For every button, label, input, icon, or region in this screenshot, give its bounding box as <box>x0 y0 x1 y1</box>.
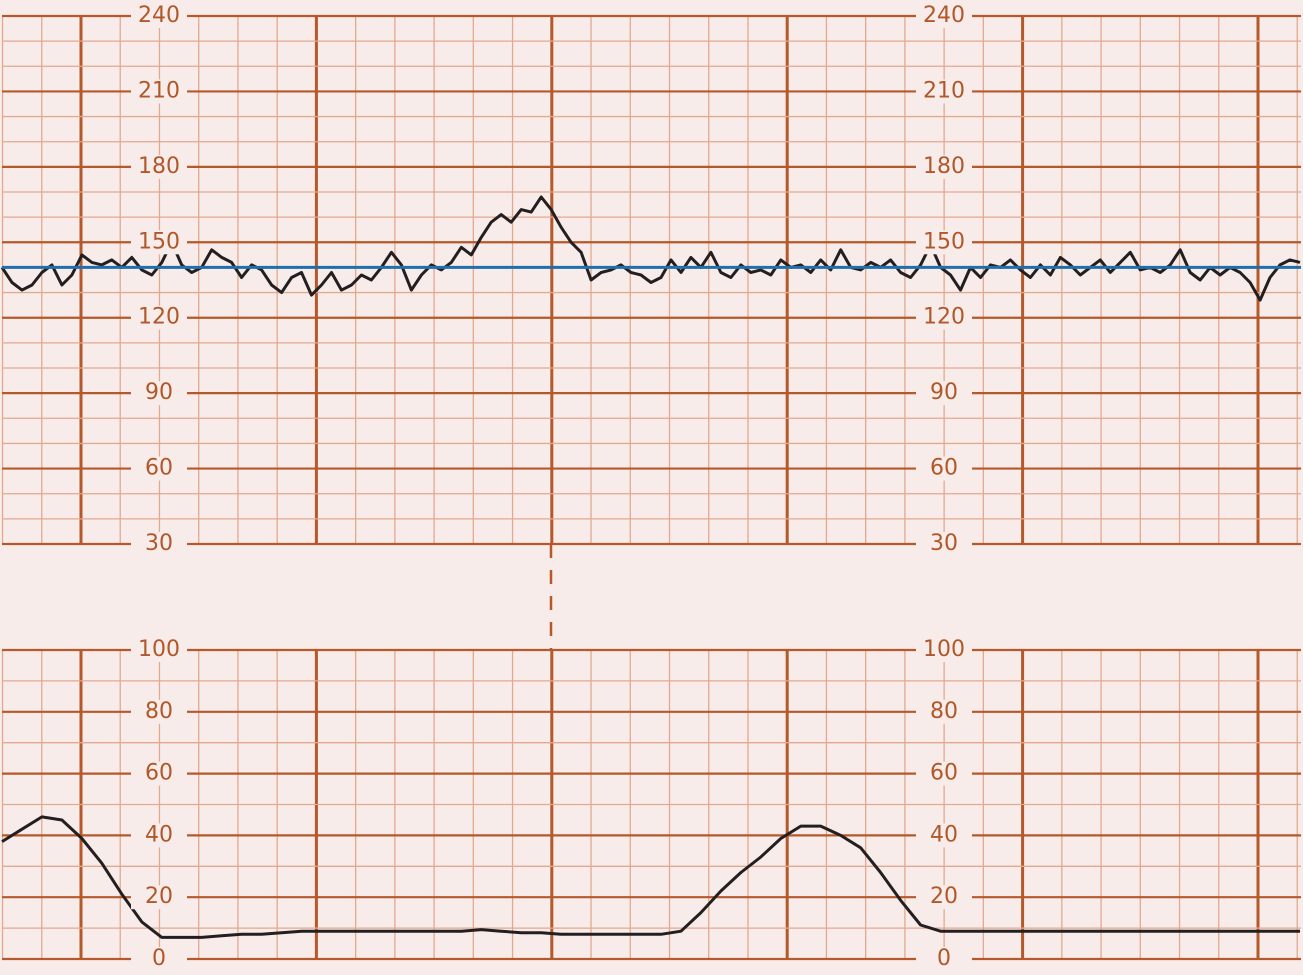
y-tick-label: 60 <box>145 456 173 481</box>
y-tick-label: 90 <box>145 380 173 405</box>
label-bg <box>131 381 187 406</box>
y-tick-label: 150 <box>923 229 965 254</box>
label-bg <box>131 532 187 556</box>
label-bg <box>131 456 187 481</box>
label-bg <box>131 699 187 724</box>
label-bg <box>131 79 187 104</box>
y-tick-label: 240 <box>923 3 965 28</box>
y-tick-label: 60 <box>930 761 958 786</box>
y-tick-label: 60 <box>930 456 958 481</box>
label-bg <box>131 947 187 971</box>
label-bg <box>916 230 972 255</box>
y-tick-label: 120 <box>923 305 965 330</box>
label-bg <box>916 823 972 848</box>
y-tick-label: 180 <box>138 154 180 179</box>
label-bg <box>131 761 187 786</box>
y-tick-label: 30 <box>930 531 958 556</box>
label-bg <box>916 885 972 910</box>
label-bg <box>131 154 187 179</box>
label-bg <box>131 638 187 662</box>
y-tick-label: 60 <box>145 761 173 786</box>
y-tick-label: 30 <box>145 531 173 556</box>
label-bg <box>131 823 187 848</box>
y-tick-label: 150 <box>138 229 180 254</box>
label-bg <box>131 885 187 910</box>
label-bg <box>916 761 972 786</box>
y-tick-label: 240 <box>138 3 180 28</box>
label-bg <box>916 638 972 662</box>
y-tick-label: 100 <box>923 637 965 662</box>
y-tick-label: 0 <box>152 946 166 971</box>
label-bg <box>131 230 187 255</box>
label-bg <box>131 4 187 28</box>
trace <box>1 815 1300 939</box>
trace <box>0 195 1301 302</box>
label-bg <box>916 305 972 330</box>
label-bg <box>916 532 972 556</box>
y-tick-label: 80 <box>930 699 958 724</box>
y-tick-label: 90 <box>930 380 958 405</box>
y-tick-label: 210 <box>138 78 180 103</box>
y-tick-label: 20 <box>145 884 173 909</box>
label-bg <box>131 305 187 330</box>
label-bg <box>916 154 972 179</box>
label-bg <box>916 699 972 724</box>
label-bg <box>916 79 972 104</box>
y-tick-label: 20 <box>930 884 958 909</box>
label-bg <box>916 4 972 28</box>
y-tick-label: 40 <box>145 822 173 847</box>
y-tick-label: 210 <box>923 78 965 103</box>
y-tick-label: 80 <box>145 699 173 724</box>
label-bg <box>916 947 972 971</box>
y-tick-label: 120 <box>138 305 180 330</box>
y-tick-label: 180 <box>923 154 965 179</box>
label-bg <box>916 381 972 406</box>
label-bg <box>916 456 972 481</box>
y-tick-label: 0 <box>937 946 951 971</box>
y-tick-label: 40 <box>930 822 958 847</box>
y-tick-label: 100 <box>138 637 180 662</box>
